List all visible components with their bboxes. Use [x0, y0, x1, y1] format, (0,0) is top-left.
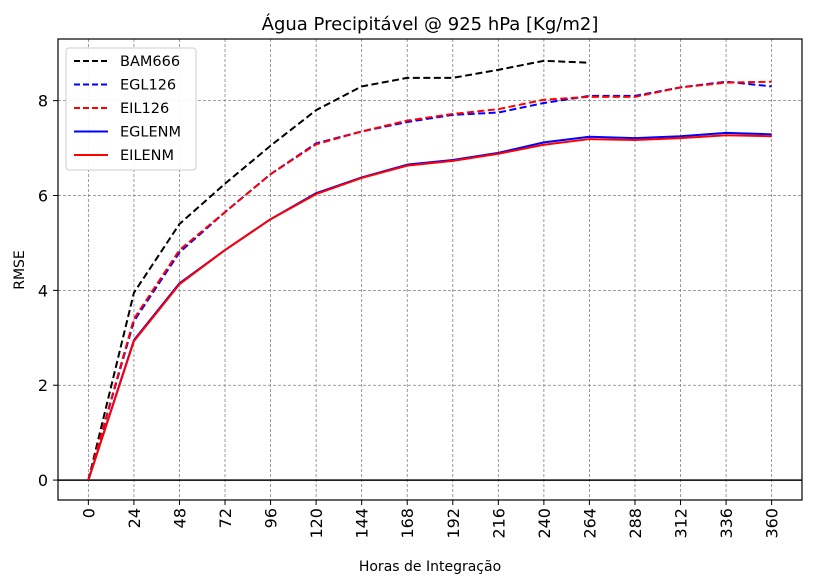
legend: BAM666 EGL126 EIL126 EGLENM EILENM — [65, 47, 197, 171]
y-tick-label: 8 — [38, 92, 48, 111]
x-tick-label: 72 — [216, 508, 235, 528]
x-tick-label: 48 — [171, 508, 190, 528]
x-tick-label: 144 — [353, 508, 372, 539]
legend-label-eil126: EIL126 — [120, 101, 169, 117]
legend-label-bam666: BAM666 — [120, 54, 180, 70]
y-tick-label: 0 — [38, 471, 48, 490]
legend-label-eglenm: EGLENM — [120, 125, 181, 141]
series-line-bam666 — [87, 59, 590, 481]
legend-box — [65, 47, 197, 171]
y-tick-label: 4 — [38, 281, 48, 300]
plot-area: 0 24 48 72 96 120 144 168 192 216 240 264 288 312 336 3… — [38, 38, 803, 539]
y-tick-label: 6 — [38, 187, 48, 206]
legend-label-eilenm: EILENM — [120, 148, 174, 164]
x-tick-label: 264 — [580, 508, 599, 539]
x-tick-label: 96 — [262, 508, 281, 528]
y-tick-label: 2 — [38, 376, 48, 395]
x-tick-label: 336 — [717, 508, 736, 539]
x-tick-label: 240 — [535, 508, 554, 539]
chart-title: Água Precipitável @ 925 hPa [Kg/m2] — [262, 13, 599, 35]
x-tick-label: 0 — [79, 508, 98, 518]
x-axis-title: Horas de Integração — [359, 559, 501, 575]
axes-frame — [57, 38, 803, 501]
x-tick-label: 360 — [763, 508, 782, 539]
x-tick-label: 288 — [626, 508, 645, 539]
x-tick-label: 168 — [398, 508, 417, 539]
x-tick-label: 24 — [125, 508, 144, 528]
y-axis-title: RMSE — [12, 250, 28, 290]
x-tick-label: 192 — [444, 508, 463, 539]
x-tick-label: 216 — [489, 508, 508, 539]
x-tick-label: 312 — [672, 508, 691, 539]
series-line-eil126 — [87, 80, 772, 481]
x-tick-label: 120 — [307, 508, 326, 539]
series-line-eilenm — [87, 134, 772, 481]
legend-label-egl126: EGL126 — [120, 78, 176, 94]
